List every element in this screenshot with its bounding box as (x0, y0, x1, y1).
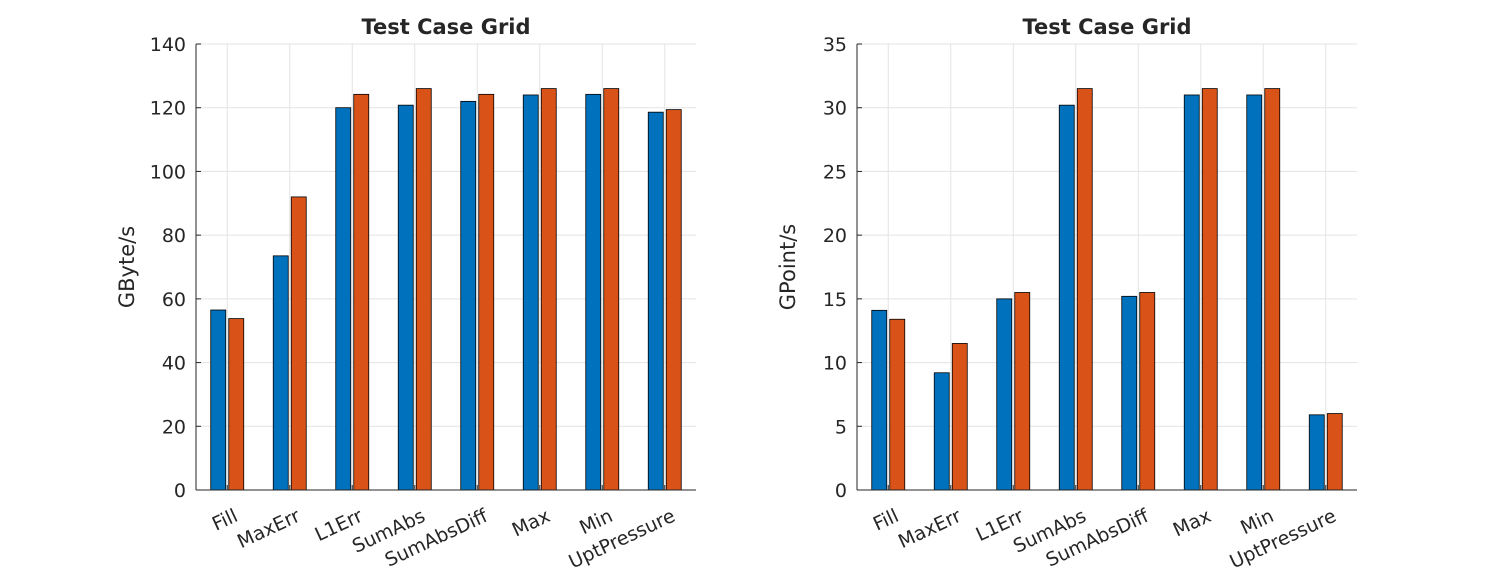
y-tick-label: 20 (823, 225, 847, 247)
y-tick-label: 140 (150, 34, 186, 56)
y-tick-label: 40 (162, 353, 186, 375)
bar-series-2 (290, 196, 307, 491)
bar-series-2 (1014, 292, 1031, 491)
y-tick-label: 10 (823, 353, 847, 375)
x-tick-label: UptPressure (1226, 505, 1339, 573)
y-tick-label: 15 (823, 289, 847, 311)
y-axis-label: GByte/s (115, 226, 139, 308)
x-tick-label: Max (509, 505, 554, 542)
bar-series-2 (540, 88, 557, 491)
bar-series-2 (665, 109, 682, 491)
bar-series-1 (522, 94, 539, 491)
bar-series-2 (1201, 88, 1218, 491)
bar-series-1 (1183, 94, 1200, 491)
bar-series-2 (228, 318, 245, 491)
bar-series-1 (1246, 94, 1263, 491)
bar-series-1 (1058, 104, 1075, 491)
bar-series-2 (1076, 88, 1093, 491)
bar-series-1 (397, 104, 414, 491)
y-tick-label: 20 (162, 416, 186, 438)
bar-series-1 (996, 298, 1013, 491)
bar-series-2 (353, 93, 370, 491)
bar-series-1 (933, 372, 950, 491)
y-tick-label: 0 (174, 480, 186, 502)
bar-series-1 (1121, 295, 1138, 491)
y-tick-label: 80 (162, 225, 186, 247)
y-tick-label: 25 (823, 161, 847, 183)
y-tick-label: 5 (835, 416, 847, 438)
x-tick-label: UptPressure (565, 505, 678, 573)
bar-series-1 (585, 93, 602, 491)
bar-series-2 (603, 88, 620, 491)
bar-series-2 (1264, 88, 1281, 491)
y-tick-label: 60 (162, 289, 186, 311)
bar-series-1 (460, 100, 477, 491)
chart-title: Test Case Grid (1022, 15, 1191, 39)
chart-title: Test Case Grid (361, 15, 530, 39)
y-tick-label: 120 (150, 98, 186, 120)
bar-series-2 (1139, 292, 1156, 491)
bar-series-1 (1308, 414, 1325, 491)
bar-series-1 (647, 111, 664, 491)
bar-series-1 (272, 255, 289, 491)
y-tick-label: 30 (823, 98, 847, 120)
y-tick-label: 35 (823, 34, 847, 56)
bar-series-1 (335, 107, 352, 491)
bar-series-2 (889, 318, 906, 491)
x-tick-label: MaxErr (234, 505, 304, 553)
y-axis-label: GPoint/s (776, 224, 800, 310)
bar-series-2 (478, 93, 495, 491)
bar-series-2 (415, 88, 432, 491)
bar-series-2 (951, 343, 968, 491)
y-tick-label: 0 (835, 480, 847, 502)
x-tick-label: MaxErr (895, 505, 965, 553)
x-tick-label: Max (1170, 505, 1215, 542)
bar-series-1 (210, 309, 227, 491)
y-tick-label: 100 (150, 161, 186, 183)
bar-series-2 (1326, 413, 1343, 491)
bar-series-1 (871, 309, 888, 491)
